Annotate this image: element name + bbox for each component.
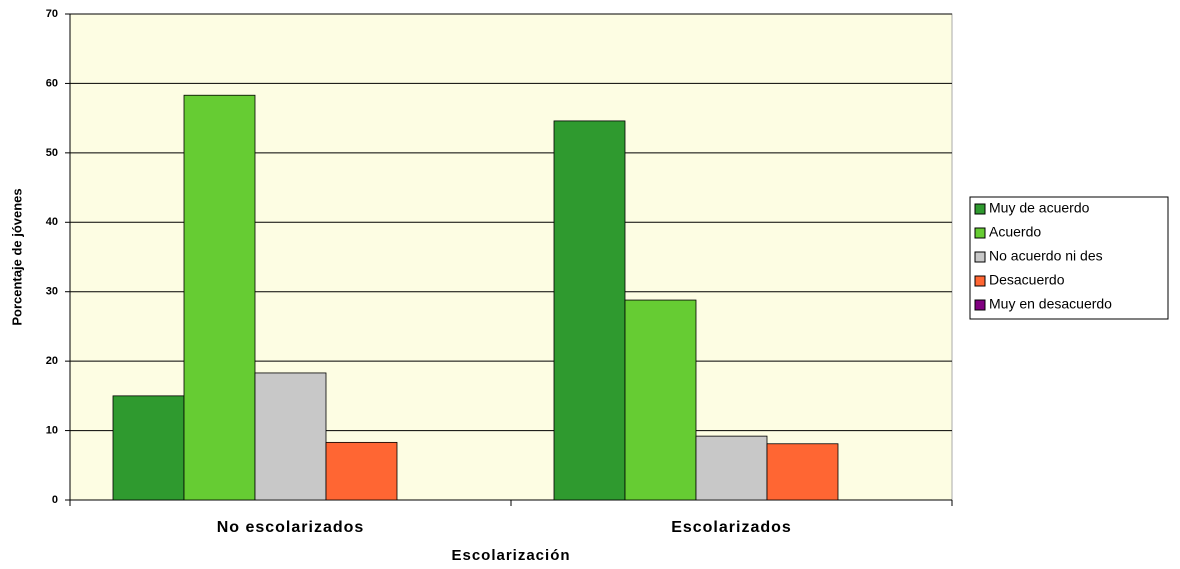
x-axis-label: Escolarización bbox=[451, 547, 570, 564]
legend-label: No acuerdo ni des bbox=[989, 248, 1103, 264]
y-tick-label: 20 bbox=[46, 355, 58, 367]
legend-swatch bbox=[974, 275, 986, 287]
legend-swatch bbox=[974, 227, 986, 239]
legend-box bbox=[969, 196, 1169, 320]
legend-label: Muy en desacuerdo bbox=[989, 296, 1112, 312]
bar bbox=[766, 443, 839, 501]
bar bbox=[183, 94, 256, 501]
y-axis-label: Porcentaje de jóvenes bbox=[9, 188, 24, 325]
y-tick-label: 10 bbox=[46, 424, 58, 436]
y-tick-label: 40 bbox=[46, 216, 58, 228]
x-tick-label: Escolarizados bbox=[671, 519, 792, 536]
bar bbox=[695, 435, 768, 501]
bar bbox=[553, 120, 626, 501]
y-tick-label: 30 bbox=[46, 286, 58, 298]
legend-swatch bbox=[974, 299, 986, 311]
y-tick-label: 50 bbox=[46, 147, 58, 159]
x-tick-label: No escolarizados bbox=[217, 519, 365, 536]
legend-swatch bbox=[974, 203, 986, 215]
legend-label: Muy de acuerdo bbox=[989, 200, 1090, 216]
legend-swatch bbox=[974, 251, 986, 263]
y-tick-label: 0 bbox=[52, 494, 58, 506]
bar bbox=[254, 372, 327, 501]
legend-label: Acuerdo bbox=[989, 224, 1041, 240]
legend-label: Desacuerdo bbox=[989, 272, 1065, 288]
bar bbox=[325, 441, 398, 501]
y-tick-label: 60 bbox=[46, 77, 58, 89]
y-tick-label: 70 bbox=[46, 8, 58, 20]
bar bbox=[624, 299, 697, 501]
bar bbox=[112, 395, 185, 501]
